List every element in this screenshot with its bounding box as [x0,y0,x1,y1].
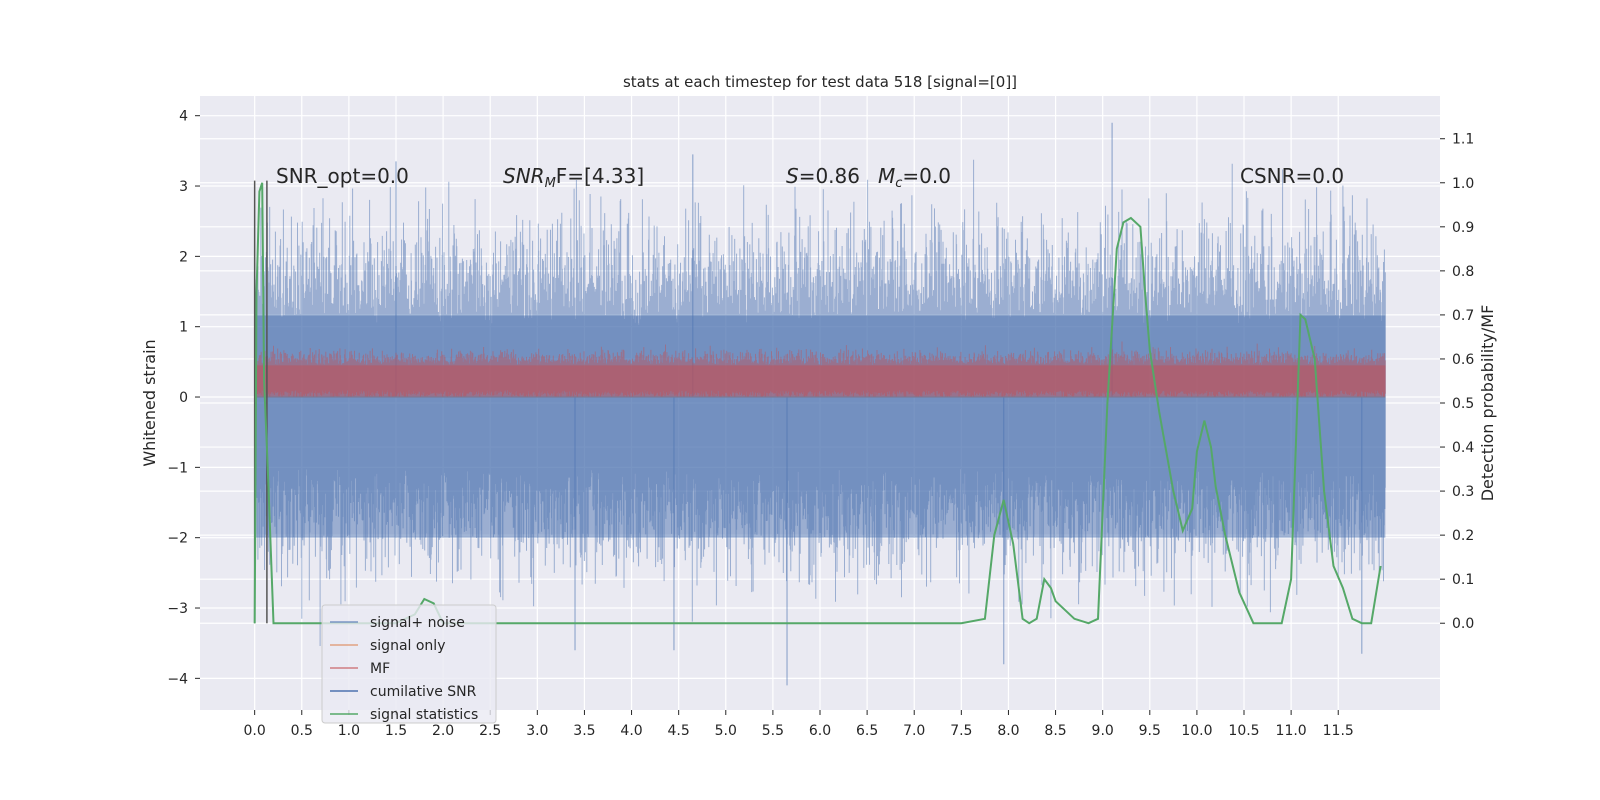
snr-mf-subscript: M [545,176,556,191]
snr-mf-value: F=[4.33] [556,164,644,188]
y-tick-label: 0 [179,390,188,406]
y-tick-label: 3 [179,179,188,195]
y-tick-label: −4 [167,671,188,687]
x-tick-label: 1.5 [385,723,407,739]
mc-value: =0.0 [902,164,951,188]
legend-label: cumilative SNR [370,684,477,700]
y2-tick-label: 0.1 [1452,572,1474,588]
x-tick-label: 9.5 [1139,723,1161,739]
y-tick-label: −2 [167,531,188,547]
chart-title: stats at each timestep for test data 518… [623,73,1017,91]
legend-label: signal statistics [370,707,478,723]
x-tick-label: 3.5 [573,723,595,739]
x-tick-labels: 0.0 0.5 1.0 1.5 2.0 2.5 3.0 3.5 4.0 4.5 5.0 5.5 6.0 6… [244,710,1354,739]
legend-label: signal+ noise [370,615,465,631]
mf-band-core [254,365,1386,398]
s-symbol: S [786,164,799,188]
y-tick-label: 1 [179,320,188,336]
y-tick-label: −1 [167,460,188,476]
y2-tick-label: 0.0 [1452,616,1474,632]
annotation-snr-mf: SNRMF=[4.33] [503,164,644,191]
y-tick-label: −3 [167,601,188,617]
x-tick-label: 7.5 [950,723,972,739]
y-tick-label: 4 [179,109,188,125]
mc-symbol: M [878,164,895,188]
annotation-s-mc: S=0.86 Mc=0.0 [786,164,951,191]
y-axis-label: Whitened strain [140,339,159,466]
annotation-snr-opt: SNR_opt=0.0 [276,164,409,188]
annotation-csnr: CSNR=0.0 [1240,164,1344,188]
x-tick-label: 4.5 [668,723,690,739]
y2-tick-label: 0.5 [1452,396,1474,412]
x-tick-label: 11.5 [1323,723,1354,739]
x-tick-label: 10.5 [1228,723,1259,739]
x-tick-label: 10.0 [1181,723,1212,739]
y2-tick-labels: 1.1 1.0 0.9 0.8 0.7 0.6 0.5 0.4 0.3 0.2 0.1 0.0 [1440,132,1474,632]
legend-label: MF [370,661,390,677]
y-tick-labels: 4 3 2 1 0 −1 −2 −3 −4 [167,109,200,687]
x-tick-label: 5.5 [762,723,784,739]
signal-noise-series [254,122,1386,686]
x-tick-label: 5.0 [715,723,737,739]
y2-tick-label: 0.9 [1452,220,1474,236]
x-tick-label: 6.5 [856,723,878,739]
x-tick-label: 4.0 [620,723,642,739]
s-value: =0.86 [799,164,860,188]
legend: signal+ noise signal only MF cumilative SNR… [321,604,497,724]
x-tick-label: 0.5 [291,723,313,739]
x-tick-label: 0.0 [244,723,266,739]
y2-tick-label: 1.1 [1452,132,1474,148]
y2-tick-label: 0.8 [1452,264,1474,280]
x-tick-label: 1.0 [338,723,360,739]
y2-tick-label: 0.4 [1452,440,1474,456]
x-tick-label: 7.0 [903,723,925,739]
mf-series [254,341,1386,398]
y2-tick-label: 0.3 [1452,484,1474,500]
y2-tick-label: 1.0 [1452,176,1474,192]
x-tick-label: 2.5 [479,723,501,739]
y2-tick-label: 0.7 [1452,308,1474,324]
x-tick-label: 8.0 [997,723,1019,739]
legend-label: signal only [370,638,445,654]
x-tick-label: 11.0 [1276,723,1307,739]
x-tick-label: 6.0 [809,723,831,739]
mc-subscript: c [895,176,902,191]
legend-box [321,604,497,724]
x-tick-label: 3.0 [526,723,548,739]
y2-axis-label: Detection probability/MF [1478,305,1497,502]
x-tick-label: 9.0 [1092,723,1114,739]
y2-tick-label: 0.2 [1452,528,1474,544]
y-tick-label: 2 [179,249,188,265]
snr-mf-symbol: SNR [503,164,545,188]
x-tick-label: 2.0 [432,723,454,739]
y2-tick-label: 0.6 [1452,352,1474,368]
x-tick-label: 8.5 [1044,723,1066,739]
